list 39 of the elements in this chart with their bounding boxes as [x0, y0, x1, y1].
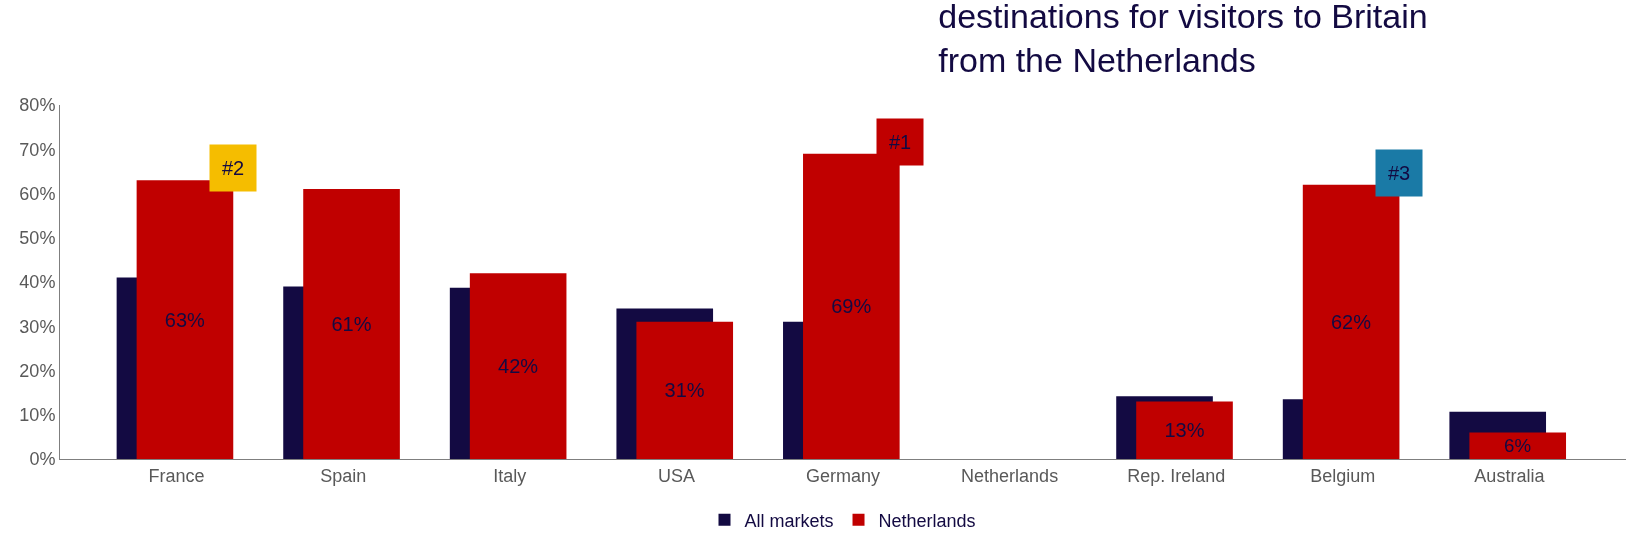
- legend-label: Netherlands: [878, 510, 976, 531]
- bar: [1302, 184, 1400, 459]
- y-tick-label: 10%: [19, 405, 56, 426]
- data-label: 63%: [164, 308, 206, 331]
- data-label: 62%: [1330, 310, 1372, 333]
- bar: [469, 273, 567, 459]
- x-tick-label: France: [148, 465, 205, 486]
- y-tick-label: 20%: [19, 360, 56, 381]
- data-label: 61%: [331, 313, 372, 336]
- data-label: 6%: [1504, 435, 1532, 457]
- y-tick-label: 30%: [19, 316, 56, 337]
- legend-label: All markets: [744, 510, 834, 531]
- data-label: 13%: [1164, 419, 1205, 442]
- y-tick-label: 0%: [29, 449, 56, 470]
- bar: [303, 189, 400, 459]
- y-tick-label: 70%: [19, 139, 56, 160]
- y-tick-label: 60%: [19, 183, 56, 204]
- x-tick-label: Italy: [493, 465, 527, 486]
- annotation: #2: [222, 157, 245, 179]
- bar: [636, 321, 734, 459]
- chart-title: destinations for visitors to Britain from the Netherlands: [938, 0, 1428, 79]
- x-tick-label: Rep. Ireland: [1127, 465, 1226, 486]
- x-tick-label: Australia: [1474, 465, 1546, 486]
- x-tick-label: Belgium: [1310, 465, 1376, 486]
- data-label: 42%: [498, 355, 539, 378]
- annotation: #1: [889, 131, 912, 153]
- data-label: 31%: [664, 379, 705, 402]
- y-tick-label: 80%: [19, 95, 56, 116]
- bar: [136, 180, 234, 459]
- y-tick-label: 40%: [19, 272, 56, 293]
- x-tick-label: Spain: [320, 465, 367, 486]
- bar: [1469, 432, 1567, 459]
- bar: [1136, 401, 1233, 459]
- y-tick-label: 50%: [19, 228, 56, 249]
- x-tick-label: Netherlands: [961, 465, 1059, 486]
- x-tick-label: USA: [657, 465, 695, 486]
- data-label: 69%: [831, 295, 872, 318]
- annotation: #3: [1388, 162, 1411, 184]
- x-tick-label: Germany: [805, 465, 881, 486]
